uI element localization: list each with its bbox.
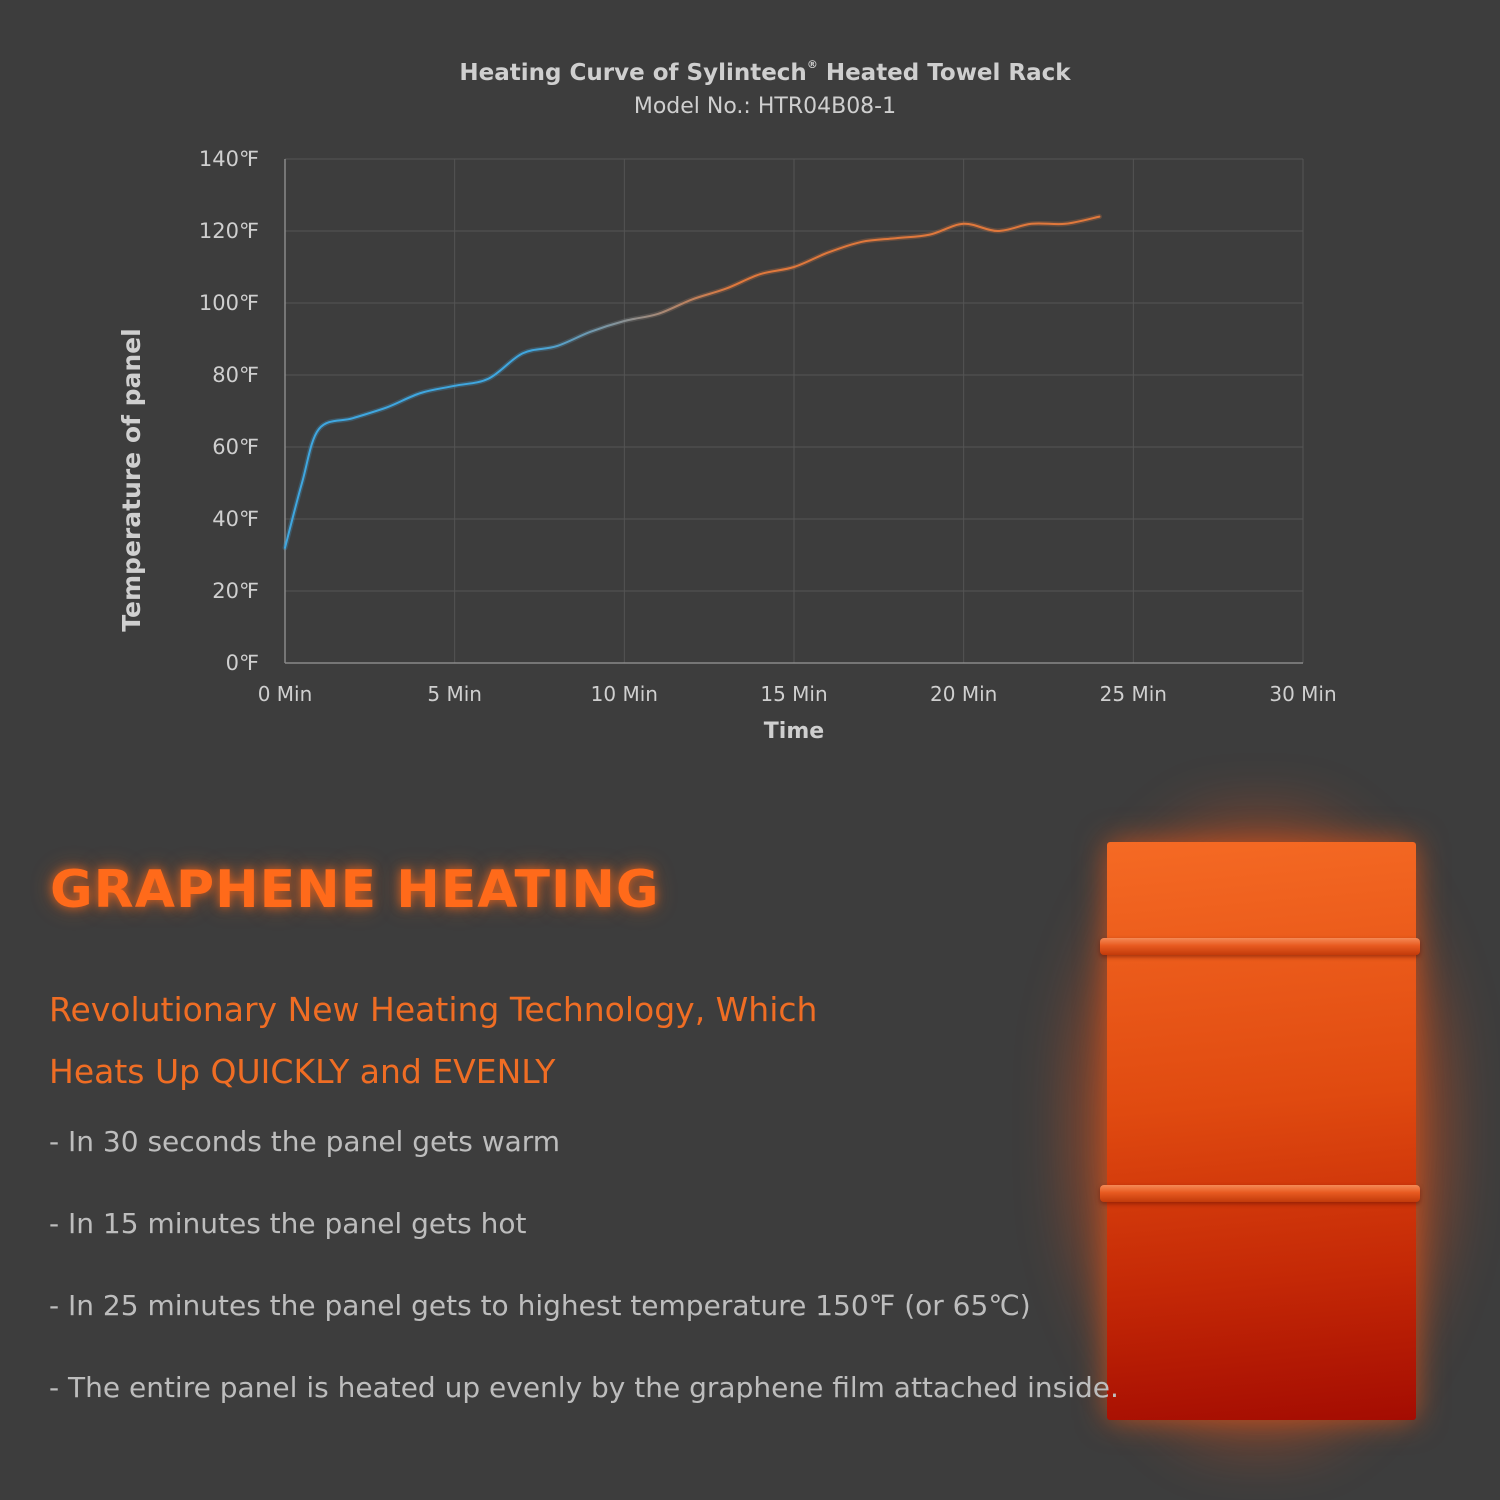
heating-curve-glow [282, 214, 1102, 551]
x-tick-label: 25 Min [1100, 682, 1167, 706]
bullet-item: - In 25 minutes the panel gets to highes… [49, 1289, 1031, 1322]
x-tick-label: 15 Min [760, 682, 827, 706]
y-tick-label: 120℉ [199, 219, 259, 243]
y-tick-label: 100℉ [199, 291, 259, 315]
x-tick-label: 5 Min [427, 682, 482, 706]
y-tick-label: 140℉ [199, 147, 259, 171]
bullet-item: - The entire panel is heated up evenly b… [49, 1371, 1119, 1404]
heating-curve-line [284, 215, 1101, 549]
towel-bar-bottom [1100, 1185, 1420, 1202]
towel-bar-top [1100, 938, 1420, 955]
x-tick-label: 30 Min [1269, 682, 1336, 706]
subheading-line-1: Revolutionary New Heating Technology, Wh… [49, 990, 818, 1029]
y-tick-label: 20℉ [212, 579, 259, 603]
heating-curve-chart: 0℉ 20℉ 40℉ 60℉ 80℉ 100℉ 120℉ 140℉ 0 Min 5 Min 10 M… [117, 147, 1337, 744]
x-tick-label: 10 Min [591, 682, 658, 706]
y-tick-label: 80℉ [212, 363, 259, 387]
graphene-heating-headline: GRAPHENE HEATING [50, 860, 660, 920]
y-axis-title: Temperature of panel [117, 328, 146, 631]
y-tick-label: 60℉ [212, 435, 259, 459]
x-tick-label: 0 Min [258, 682, 313, 706]
y-tick-label: 40℉ [212, 507, 259, 531]
chart-title: Heating Curve of Sylintech® Heated Towel… [459, 58, 1071, 86]
heated-towel-rack-panel [1107, 842, 1416, 1420]
bullet-item: - In 30 seconds the panel gets warm [49, 1125, 561, 1158]
bullet-item: - In 15 minutes the panel gets hot [49, 1207, 527, 1240]
y-tick-label: 0℉ [226, 651, 259, 675]
x-axis-title: Time [764, 719, 824, 744]
subheading-line-2: Heats Up QUICKLY and EVENLY [49, 1052, 556, 1091]
chart-subtitle: Model No.: HTR04B08-1 [633, 94, 897, 119]
x-tick-label: 20 Min [930, 682, 997, 706]
